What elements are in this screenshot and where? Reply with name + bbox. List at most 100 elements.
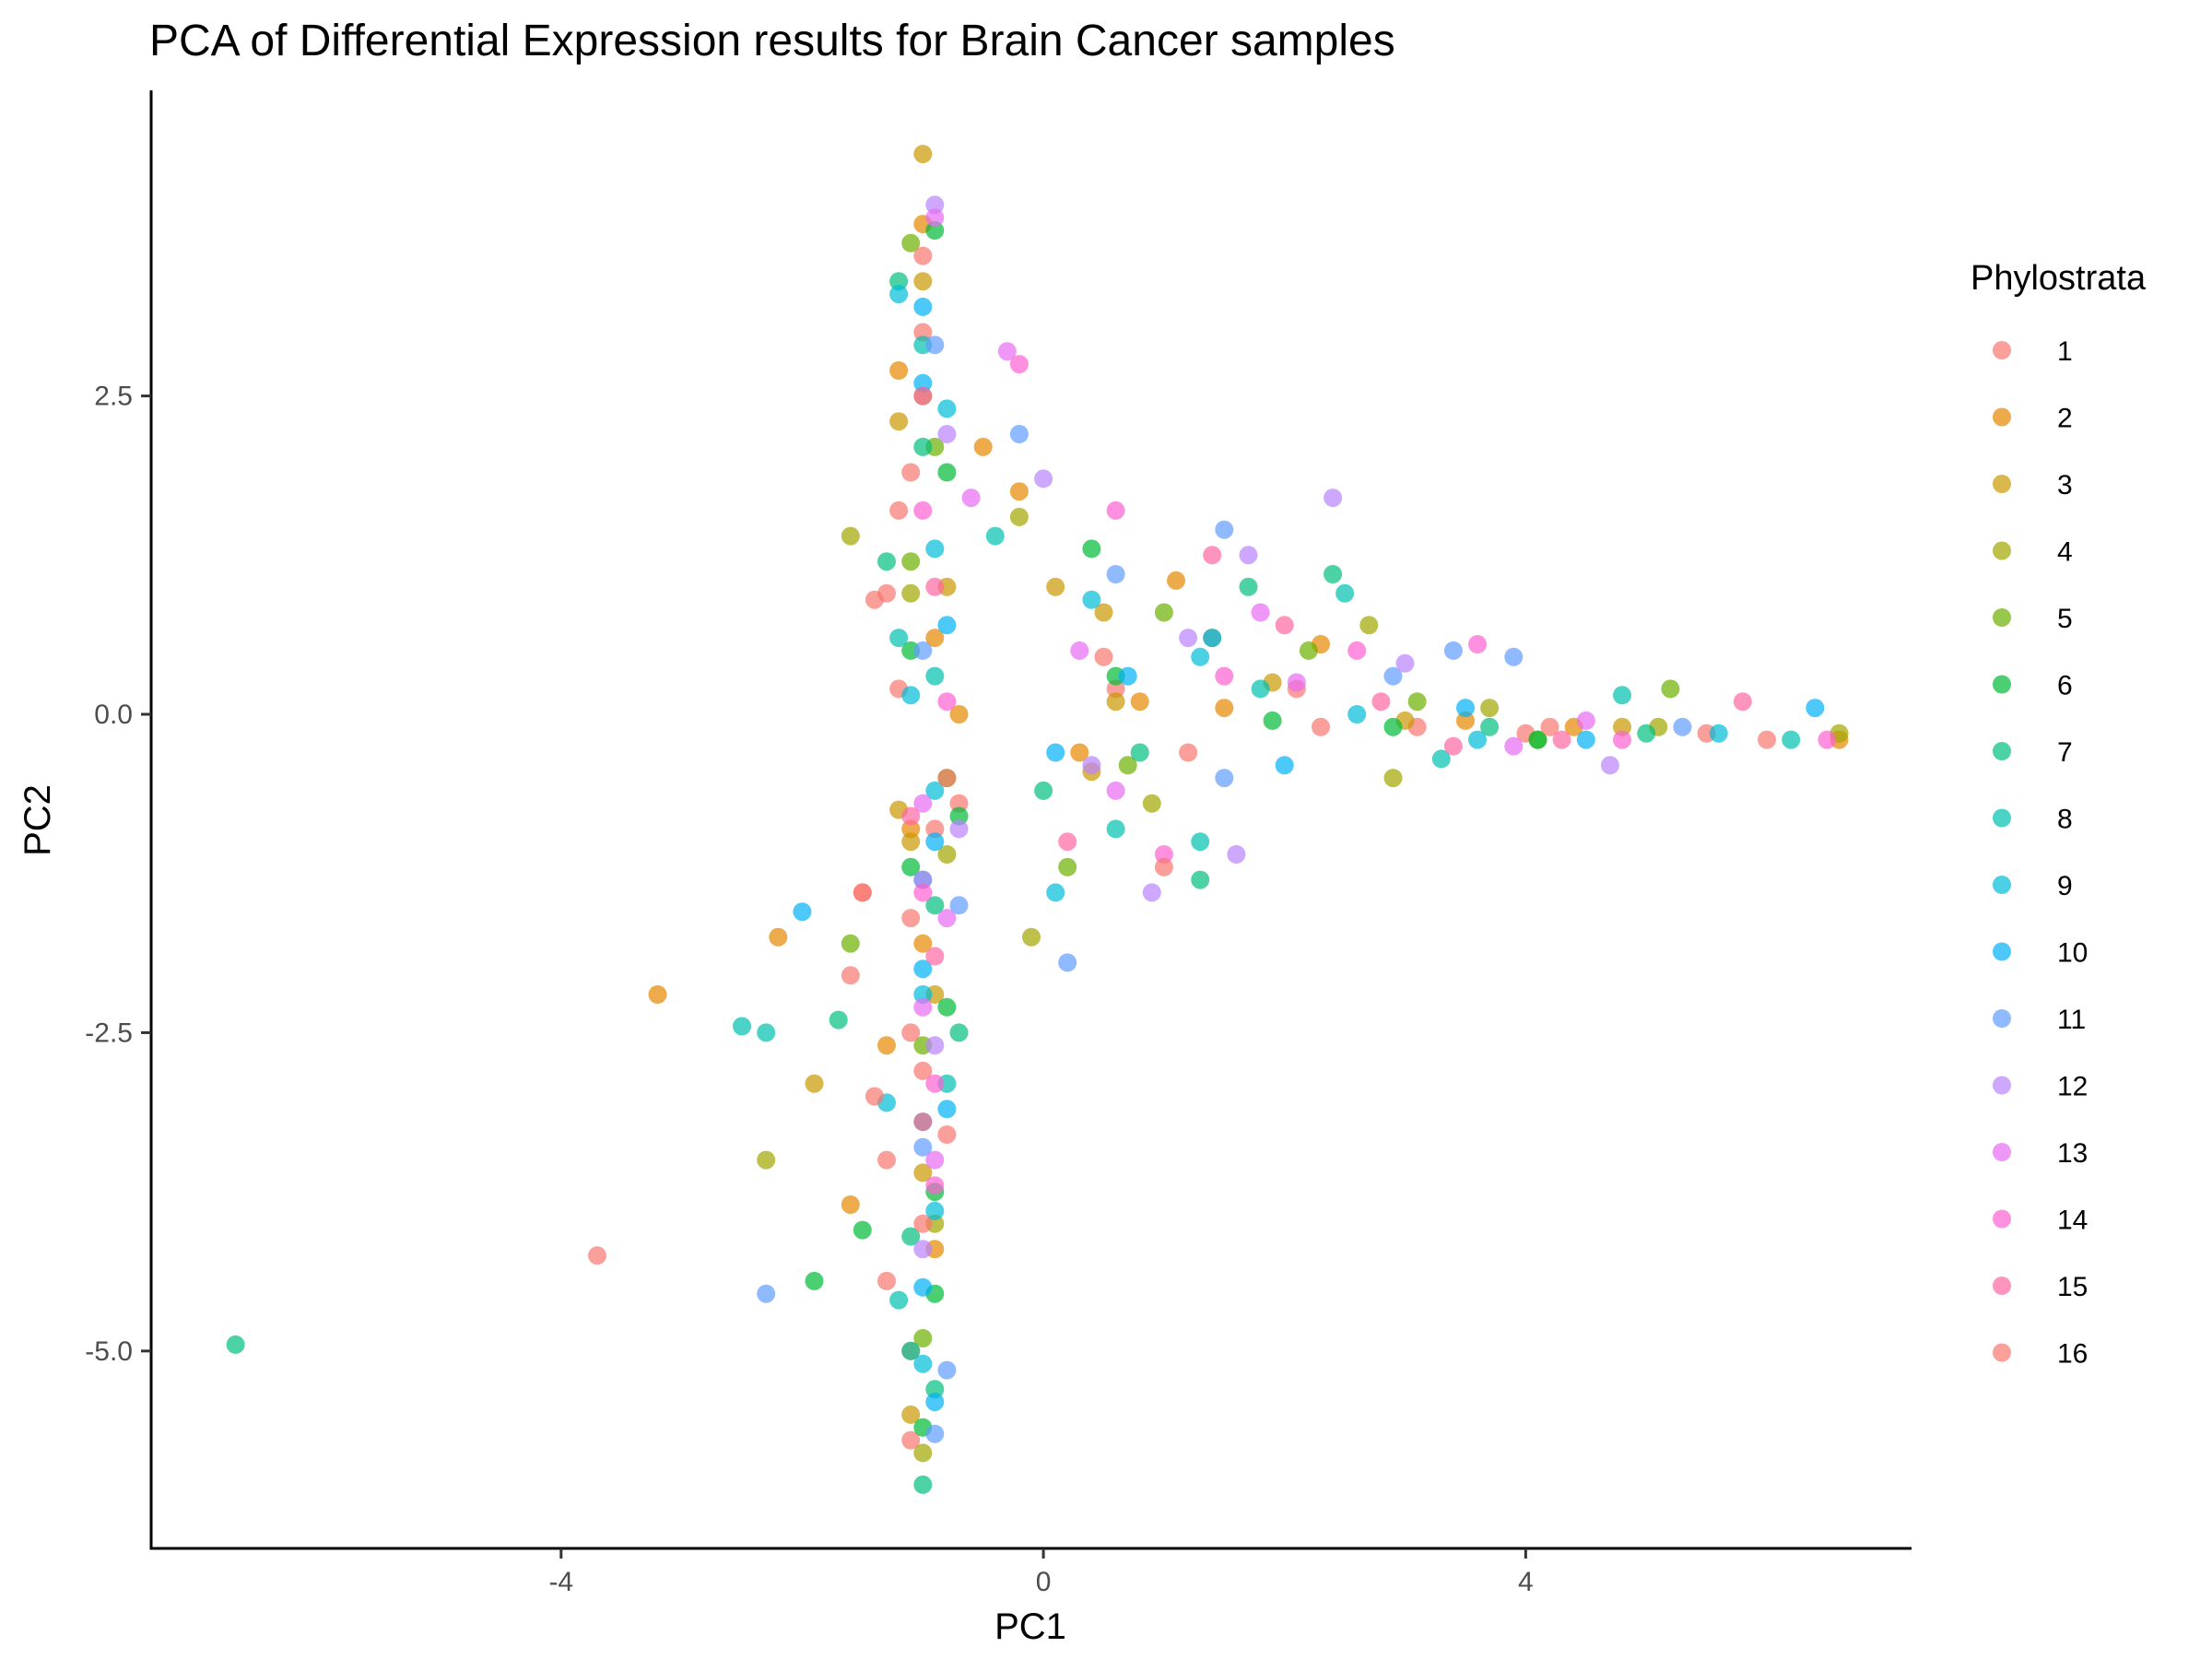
data-point <box>1009 355 1029 374</box>
data-point <box>841 1195 860 1214</box>
data-point <box>757 1284 776 1303</box>
legend-key <box>1993 742 2011 760</box>
x-tick-label: 4 <box>1518 1567 1534 1597</box>
data-point <box>1009 425 1029 443</box>
data-point <box>913 297 933 316</box>
data-point <box>1504 647 1524 666</box>
data-point <box>805 1271 824 1290</box>
data-point <box>1758 730 1776 749</box>
data-point <box>1094 647 1113 666</box>
data-point <box>1456 699 1475 718</box>
data-point <box>901 857 921 877</box>
data-point <box>913 272 933 291</box>
data-point <box>1082 590 1101 609</box>
data-point <box>901 1430 921 1450</box>
data-point <box>913 997 933 1017</box>
data-point <box>913 386 933 406</box>
data-point <box>853 883 872 902</box>
legend-label: 10 <box>2057 938 2088 969</box>
data-point <box>853 1220 872 1240</box>
legend-key <box>1993 675 2011 694</box>
data-point <box>1324 565 1343 583</box>
data-point <box>913 641 933 660</box>
data-point <box>1118 756 1137 775</box>
data-point <box>1600 756 1619 775</box>
data-point <box>1082 539 1101 559</box>
data-point <box>901 1227 921 1246</box>
data-point <box>1371 692 1391 712</box>
legend-label: 2 <box>2057 404 2073 434</box>
data-point <box>925 781 945 800</box>
data-point <box>648 985 667 1004</box>
legend-label: 3 <box>2057 470 2073 500</box>
data-point <box>937 399 957 418</box>
data-point <box>1215 666 1234 686</box>
data-point <box>973 437 993 456</box>
x-tick-label: -4 <box>548 1567 573 1597</box>
data-point <box>889 361 909 380</box>
legend-label: 9 <box>2057 871 2073 901</box>
data-point <box>1058 953 1077 972</box>
data-point <box>1528 730 1547 749</box>
data-point <box>1347 641 1367 660</box>
data-point <box>1215 520 1234 539</box>
data-point <box>1251 603 1270 622</box>
data-point <box>1383 717 1403 736</box>
legend-key <box>1993 876 2011 894</box>
data-point <box>1154 603 1173 622</box>
data-point <box>877 1036 896 1055</box>
data-point <box>877 583 896 603</box>
data-point <box>949 896 969 915</box>
data-point <box>913 794 933 813</box>
data-point <box>913 1277 933 1297</box>
data-point <box>937 1360 957 1380</box>
data-point <box>1106 679 1125 699</box>
data-point <box>1082 756 1101 775</box>
data-point <box>1154 857 1173 877</box>
data-point <box>913 1475 933 1494</box>
data-point <box>1275 616 1294 635</box>
data-point <box>829 1010 848 1030</box>
data-point <box>769 927 788 947</box>
data-point <box>1613 730 1631 749</box>
data-point <box>949 794 969 813</box>
data-point <box>913 959 933 979</box>
data-point <box>937 769 957 788</box>
data-point <box>1299 641 1318 660</box>
data-point <box>925 896 945 915</box>
data-point <box>1130 743 1149 762</box>
data-point <box>1818 730 1837 749</box>
data-point <box>1443 641 1463 660</box>
data-point <box>925 832 945 852</box>
data-point <box>841 934 860 953</box>
data-point <box>901 909 921 928</box>
data-point <box>1443 736 1463 756</box>
data-point <box>937 997 957 1017</box>
data-point <box>865 1087 884 1106</box>
data-point <box>985 526 1005 546</box>
legend-label: 8 <box>2057 805 2073 835</box>
data-point <box>901 552 921 571</box>
data-point <box>925 1074 945 1093</box>
data-point <box>901 463 921 482</box>
data-point <box>1576 730 1595 749</box>
data-point <box>1480 699 1500 718</box>
data-point <box>1431 749 1451 769</box>
data-point <box>1227 845 1246 864</box>
data-point <box>226 1335 245 1354</box>
data-point <box>925 1424 945 1443</box>
data-point <box>1661 679 1680 699</box>
data-point <box>1347 705 1367 724</box>
data-point <box>1191 870 1210 889</box>
data-point <box>937 845 957 864</box>
data-point <box>1480 717 1500 736</box>
data-point <box>925 1176 945 1195</box>
data-point <box>937 1125 957 1144</box>
data-point <box>1395 653 1415 673</box>
legend-key <box>1993 475 2011 493</box>
data-point <box>1106 819 1125 839</box>
legend-key <box>1993 942 2011 961</box>
data-point <box>937 616 957 635</box>
legend-label: 13 <box>2057 1138 2088 1169</box>
